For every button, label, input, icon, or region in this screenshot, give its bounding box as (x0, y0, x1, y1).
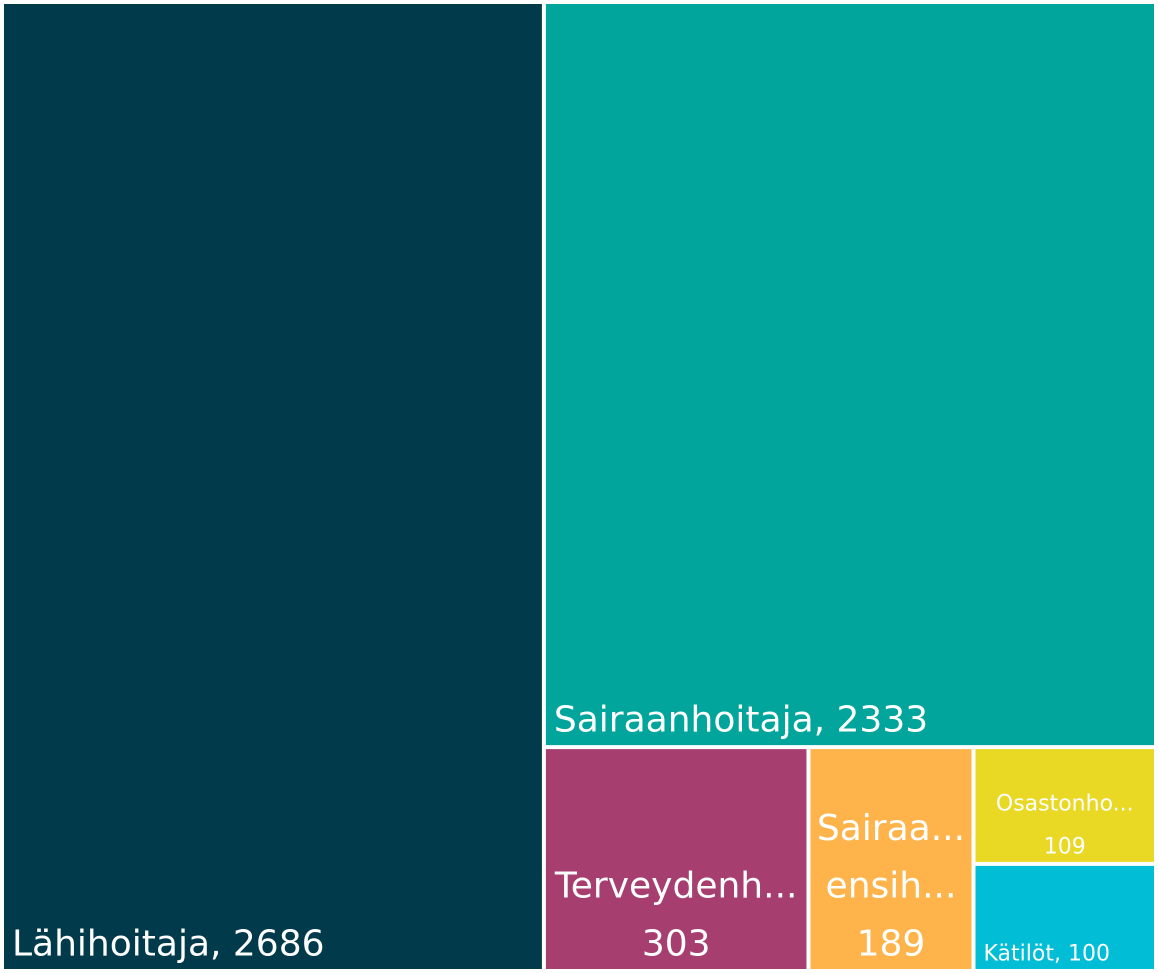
tile-label: 189 (857, 923, 926, 964)
tile (545, 4, 1154, 746)
tile-label: Kätilöt, 100 (984, 942, 1110, 967)
tile-label: Sairaanhoitaja, 2333 (554, 699, 928, 740)
tile (975, 865, 1154, 969)
tile (975, 749, 1154, 862)
tile-label: Sairaa... (817, 808, 965, 849)
tile-label: Lähihoitaja, 2686 (12, 923, 325, 964)
tile-label: ensih... (826, 866, 957, 907)
tile-label: Osastonho... (996, 792, 1134, 817)
tile-label: 109 (1044, 835, 1086, 860)
tile (545, 749, 807, 969)
tile (4, 4, 542, 969)
tile (810, 749, 972, 969)
tile-label: Terveydenh... (554, 866, 798, 907)
tile-label: 303 (642, 923, 711, 964)
